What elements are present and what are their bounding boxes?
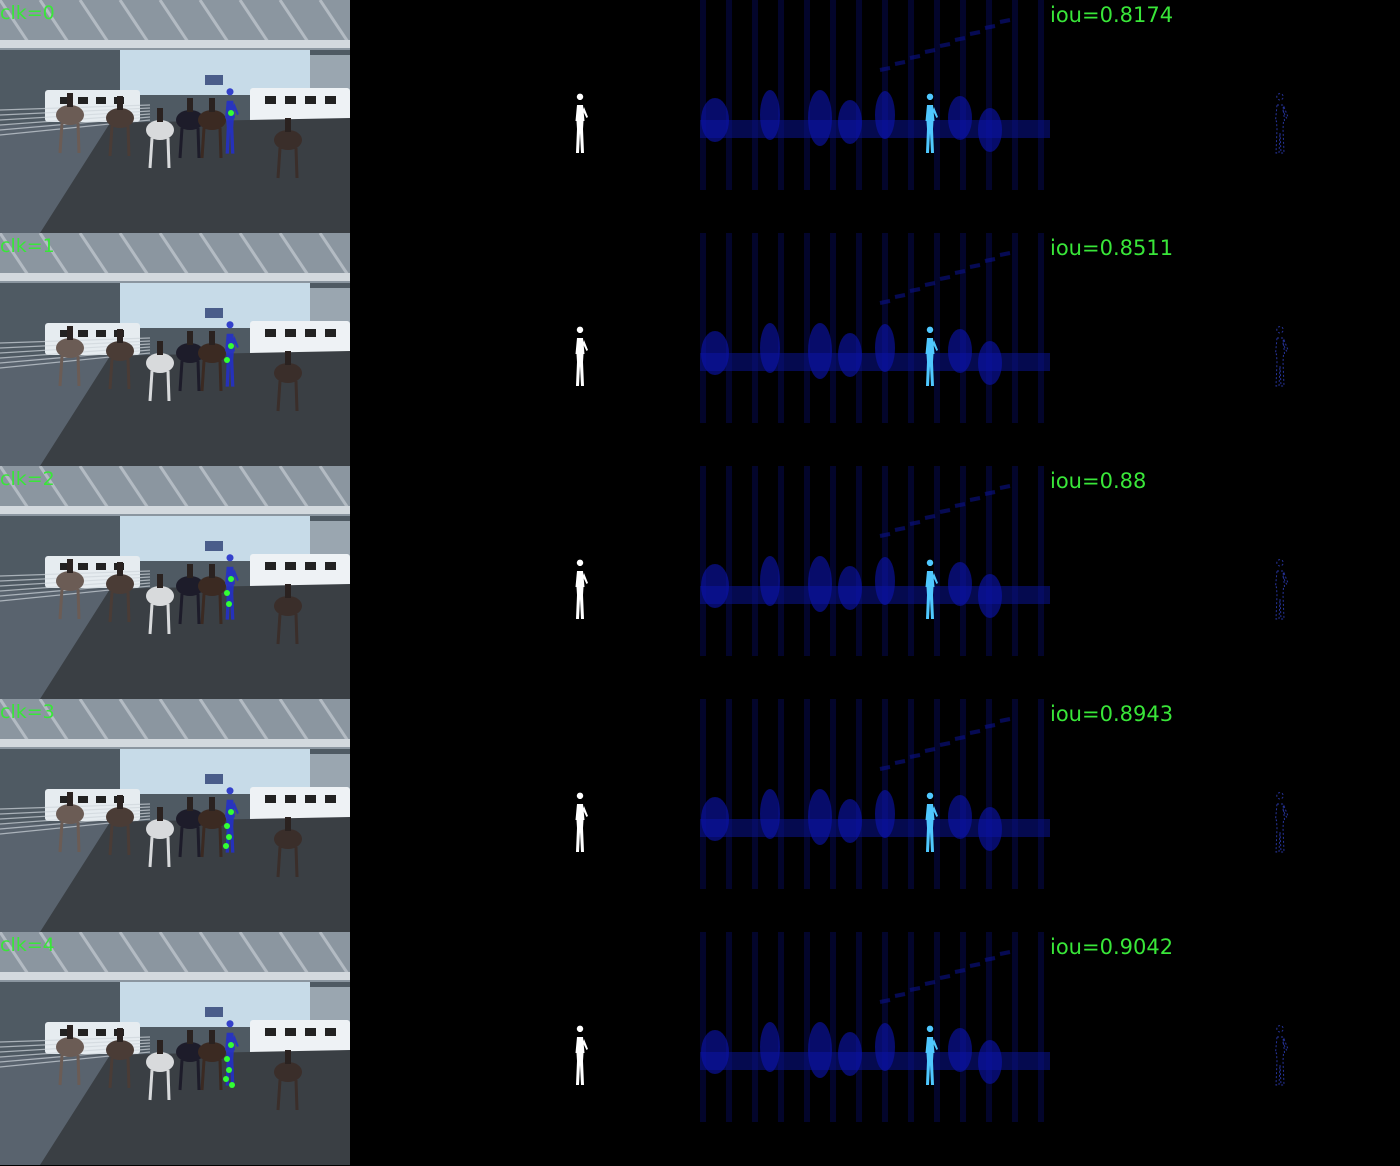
person-silhouette-mask bbox=[575, 559, 588, 619]
click-point-marker bbox=[224, 1056, 230, 1062]
heatmap-person-shape bbox=[925, 559, 938, 619]
click-point-marker bbox=[224, 357, 230, 363]
error-map bbox=[1274, 93, 1289, 154]
error-map-panel: iou=0.8943 bbox=[1050, 699, 1400, 932]
arena-scene-image bbox=[0, 699, 350, 932]
input-image-panel: clk=3 bbox=[0, 699, 350, 932]
click-point-marker bbox=[228, 1042, 234, 1048]
arena-scene-image bbox=[0, 466, 350, 699]
iou-score-label: iou=0.9042 bbox=[1050, 935, 1174, 959]
ground-truth-mask-panel bbox=[350, 0, 700, 233]
probability-heatmap-panel bbox=[700, 932, 1050, 1165]
click-count-label: clk=2 bbox=[0, 468, 55, 490]
ground-truth-mask-panel bbox=[350, 233, 700, 466]
click-point-marker bbox=[229, 1082, 235, 1088]
click-count-label: clk=3 bbox=[0, 701, 55, 723]
click-point-marker bbox=[228, 110, 234, 116]
probability-heatmap bbox=[700, 466, 1050, 656]
probability-heatmap bbox=[700, 699, 1050, 889]
probability-heatmap-panel bbox=[700, 699, 1050, 932]
error-person-outline bbox=[1274, 1025, 1289, 1086]
click-point-marker bbox=[226, 834, 232, 840]
error-person-outline bbox=[1274, 792, 1289, 853]
click-point-marker bbox=[223, 843, 229, 849]
probability-heatmap-panel bbox=[700, 0, 1050, 233]
arena-scene-image bbox=[0, 932, 350, 1165]
mask-person-shape bbox=[575, 1025, 588, 1085]
error-map-panel: iou=0.8511 bbox=[1050, 233, 1400, 466]
error-map bbox=[1274, 792, 1289, 853]
click-point-marker bbox=[228, 809, 234, 815]
heatmap-person-shape bbox=[925, 1025, 938, 1085]
result-row: clk=1 iou=0.8511 bbox=[0, 233, 1400, 466]
probability-heatmap bbox=[700, 233, 1050, 423]
click-point-marker bbox=[228, 343, 234, 349]
person-silhouette-mask bbox=[575, 792, 588, 852]
result-row: clk=0 iou=0.8174 bbox=[0, 0, 1400, 233]
click-point-marker bbox=[228, 576, 234, 582]
click-point-marker bbox=[224, 590, 230, 596]
error-map bbox=[1274, 326, 1289, 387]
person-silhouette-mask bbox=[575, 93, 588, 153]
input-image-panel: clk=2 bbox=[0, 466, 350, 699]
error-person-outline bbox=[1274, 326, 1289, 387]
error-map-panel: iou=0.88 bbox=[1050, 466, 1400, 699]
click-point-marker bbox=[224, 823, 230, 829]
input-image-panel: clk=1 bbox=[0, 233, 350, 466]
error-map bbox=[1274, 1025, 1289, 1086]
arena-scene-image bbox=[0, 233, 350, 466]
result-row: clk=2 iou=0.88 bbox=[0, 466, 1400, 699]
person-silhouette-mask bbox=[575, 326, 588, 386]
click-point-marker bbox=[223, 1076, 229, 1082]
arena-scene-image bbox=[0, 0, 350, 233]
person-silhouette-mask bbox=[575, 1025, 588, 1085]
probability-heatmap-panel bbox=[700, 466, 1050, 699]
result-row: clk=3 iou=0.8943 bbox=[0, 699, 1400, 932]
probability-heatmap bbox=[700, 932, 1050, 1122]
mask-person-shape bbox=[575, 559, 588, 619]
target-person-overlay bbox=[225, 88, 239, 154]
error-person-outline bbox=[1274, 559, 1289, 620]
click-count-label: clk=0 bbox=[0, 2, 55, 24]
error-map-panel: iou=0.8174 bbox=[1050, 0, 1400, 233]
click-count-label: clk=1 bbox=[0, 235, 55, 257]
click-point-marker bbox=[226, 1067, 232, 1073]
heatmap-person-shape bbox=[925, 326, 938, 386]
error-person-outline bbox=[1274, 93, 1289, 154]
mask-person-shape bbox=[575, 792, 588, 852]
iou-score-label: iou=0.8943 bbox=[1050, 702, 1174, 726]
ground-truth-mask-panel bbox=[350, 932, 700, 1165]
mask-person-shape bbox=[575, 326, 588, 386]
heatmap-person-shape bbox=[925, 93, 938, 153]
target-person-overlay bbox=[225, 321, 239, 387]
error-map-panel: iou=0.9042 bbox=[1050, 932, 1400, 1165]
heatmap-person-shape bbox=[925, 792, 938, 852]
ground-truth-mask-panel bbox=[350, 466, 700, 699]
iou-score-label: iou=0.8511 bbox=[1050, 236, 1174, 260]
click-point-marker bbox=[226, 601, 232, 607]
input-image-panel: clk=0 bbox=[0, 0, 350, 233]
click-count-label: clk=4 bbox=[0, 934, 55, 956]
probability-heatmap-panel bbox=[700, 233, 1050, 466]
input-image-panel: clk=4 bbox=[0, 932, 350, 1165]
iou-score-label: iou=0.8174 bbox=[1050, 3, 1174, 27]
result-row: clk=4 iou=0.9042 bbox=[0, 932, 1400, 1165]
error-map bbox=[1274, 559, 1289, 620]
iou-score-label: iou=0.88 bbox=[1050, 469, 1147, 493]
ground-truth-mask-panel bbox=[350, 699, 700, 932]
probability-heatmap bbox=[700, 0, 1050, 190]
mask-person-shape bbox=[575, 93, 588, 153]
